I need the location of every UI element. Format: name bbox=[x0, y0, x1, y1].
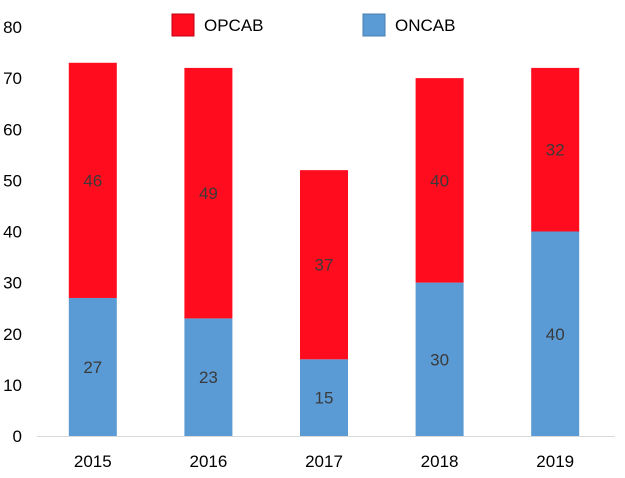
y-tick-label: 80 bbox=[3, 18, 22, 37]
y-tick-label: 50 bbox=[3, 171, 22, 190]
data-label-opcab-2017: 37 bbox=[315, 256, 334, 275]
y-tick-label: 40 bbox=[3, 223, 22, 242]
data-label-opcab-2018: 40 bbox=[430, 171, 449, 190]
bar-opcab-2015 bbox=[68, 62, 117, 298]
bars: 27 46 23 49 15 37 30 40 40 32 bbox=[68, 62, 580, 436]
y-axis: 0 10 20 30 40 50 60 70 80 bbox=[3, 18, 22, 446]
legend-swatch-oncab bbox=[362, 13, 386, 37]
y-tick-label: 20 bbox=[3, 325, 22, 344]
data-label-opcab-2019: 32 bbox=[546, 141, 565, 160]
data-label-opcab-2015: 46 bbox=[83, 171, 102, 190]
x-tick-label: 2019 bbox=[536, 452, 574, 471]
x-tick-label: 2018 bbox=[421, 452, 459, 471]
bar-oncab-2018 bbox=[415, 282, 464, 436]
data-label-oncab-2018: 30 bbox=[430, 350, 449, 369]
legend-swatch-opcab bbox=[171, 13, 195, 37]
bar-oncab-2017 bbox=[300, 359, 348, 436]
x-tick-label: 2017 bbox=[305, 452, 343, 471]
bar-opcab-2017 bbox=[300, 170, 348, 360]
y-tick-label: 10 bbox=[3, 376, 22, 395]
data-label-oncab-2017: 15 bbox=[315, 389, 334, 408]
x-tick-label: 2016 bbox=[189, 452, 227, 471]
bar-opcab-2018 bbox=[415, 78, 464, 283]
data-label-oncab-2019: 40 bbox=[546, 325, 565, 344]
bar-oncab-2015 bbox=[68, 297, 117, 436]
y-tick-label: 0 bbox=[13, 427, 22, 446]
y-tick-label: 70 bbox=[3, 69, 22, 88]
y-tick-label: 60 bbox=[3, 120, 22, 139]
legend: OPCAB ONCAB bbox=[171, 13, 455, 37]
legend-label-oncab: ONCAB bbox=[395, 16, 455, 35]
bar-opcab-2019 bbox=[531, 67, 580, 232]
x-axis: 2015 2016 2017 2018 2019 bbox=[37, 436, 615, 471]
data-label-oncab-2015: 27 bbox=[83, 358, 102, 377]
data-label-oncab-2016: 23 bbox=[199, 368, 218, 387]
x-tick-label: 2015 bbox=[74, 452, 112, 471]
bar-opcab-2016 bbox=[184, 67, 233, 319]
y-tick-label: 30 bbox=[3, 274, 22, 293]
legend-label-opcab: OPCAB bbox=[204, 16, 264, 35]
bar-oncab-2016 bbox=[184, 318, 233, 436]
data-label-opcab-2016: 49 bbox=[199, 184, 218, 203]
bar-oncab-2019 bbox=[531, 231, 580, 436]
